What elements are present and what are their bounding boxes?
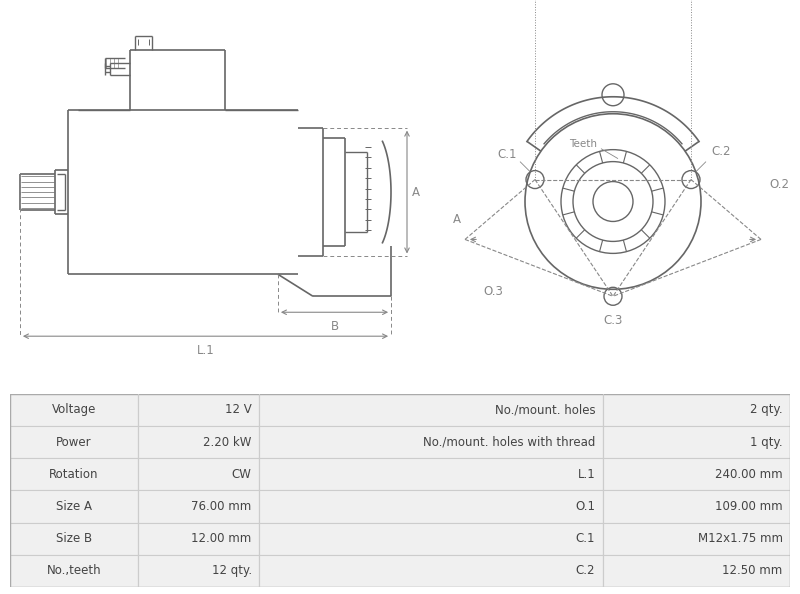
Bar — [10, 523, 138, 555]
Text: O.1: O.1 — [575, 500, 595, 513]
Text: 2 qty.: 2 qty. — [750, 403, 782, 416]
Text: Power: Power — [56, 435, 92, 448]
Text: O.2: O.2 — [769, 178, 789, 191]
Bar — [138, 458, 259, 490]
Bar — [10, 555, 138, 587]
Bar — [10, 491, 138, 523]
Text: A: A — [453, 213, 461, 226]
Text: C.2: C.2 — [711, 145, 730, 158]
Text: 1 qty.: 1 qty. — [750, 435, 782, 448]
Text: 12 qty.: 12 qty. — [211, 564, 252, 577]
Text: C.3: C.3 — [603, 314, 622, 327]
Text: Voltage: Voltage — [52, 403, 96, 416]
Text: Size A: Size A — [56, 500, 92, 513]
Text: Teeth: Teeth — [569, 138, 597, 148]
Text: No.,teeth: No.,teeth — [46, 564, 102, 577]
Bar — [138, 523, 259, 555]
Text: Rotation: Rotation — [50, 467, 98, 481]
Bar — [259, 426, 603, 458]
Bar — [603, 394, 790, 426]
Text: 240.00 mm: 240.00 mm — [715, 467, 782, 481]
Text: Size B: Size B — [56, 532, 92, 545]
Bar — [259, 394, 603, 426]
Bar — [603, 491, 790, 523]
Text: 109.00 mm: 109.00 mm — [715, 500, 782, 513]
Text: C.1: C.1 — [576, 532, 595, 545]
Bar — [138, 394, 259, 426]
Text: No./mount. holes: No./mount. holes — [494, 403, 595, 416]
Bar — [603, 426, 790, 458]
Bar — [138, 491, 259, 523]
Bar — [259, 491, 603, 523]
Bar — [138, 555, 259, 587]
Text: No./mount. holes with thread: No./mount. holes with thread — [423, 435, 595, 448]
Text: 12 V: 12 V — [225, 403, 252, 416]
Text: 12.00 mm: 12.00 mm — [191, 532, 252, 545]
Text: C.2: C.2 — [576, 564, 595, 577]
Bar — [10, 394, 138, 426]
Text: L.1: L.1 — [578, 467, 595, 481]
Bar — [10, 426, 138, 458]
Bar — [603, 523, 790, 555]
Bar — [259, 523, 603, 555]
Bar — [603, 458, 790, 490]
Text: C.1: C.1 — [498, 148, 517, 161]
Text: 12.50 mm: 12.50 mm — [722, 564, 782, 577]
Text: A: A — [412, 185, 420, 198]
Bar — [138, 426, 259, 458]
Bar — [10, 458, 138, 490]
Bar — [603, 555, 790, 587]
Text: 2.20 kW: 2.20 kW — [203, 435, 252, 448]
Text: 76.00 mm: 76.00 mm — [191, 500, 252, 513]
Text: L.1: L.1 — [197, 344, 214, 357]
Text: CW: CW — [232, 467, 252, 481]
Bar — [259, 458, 603, 490]
Text: M12x1.75 mm: M12x1.75 mm — [698, 532, 782, 545]
Bar — [259, 555, 603, 587]
Text: B: B — [330, 320, 338, 333]
Text: O.3: O.3 — [483, 285, 503, 298]
